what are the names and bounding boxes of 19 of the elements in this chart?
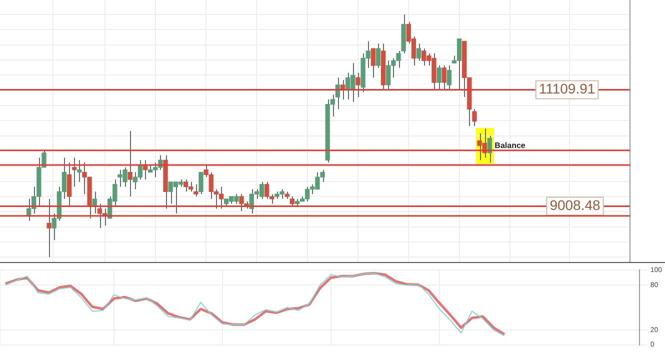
text: Balance xyxy=(494,140,526,150)
candlestick xyxy=(356,72,360,98)
candlestick xyxy=(128,130,132,197)
candlestick xyxy=(66,162,72,207)
candlestick xyxy=(46,198,52,258)
text: 11109.91 xyxy=(538,80,596,97)
candlestick xyxy=(77,160,82,182)
candlestick xyxy=(436,65,442,90)
candlestick xyxy=(472,108,477,127)
candlestick xyxy=(376,43,381,68)
candlestick xyxy=(416,43,422,62)
candlestick xyxy=(290,196,294,207)
candlestick xyxy=(72,157,77,188)
candlestick xyxy=(370,48,376,78)
text: 9008.48 xyxy=(550,197,601,214)
candlestick xyxy=(194,184,198,197)
candlestick xyxy=(446,65,452,90)
candlestick xyxy=(442,65,446,90)
candlestick xyxy=(198,172,204,195)
